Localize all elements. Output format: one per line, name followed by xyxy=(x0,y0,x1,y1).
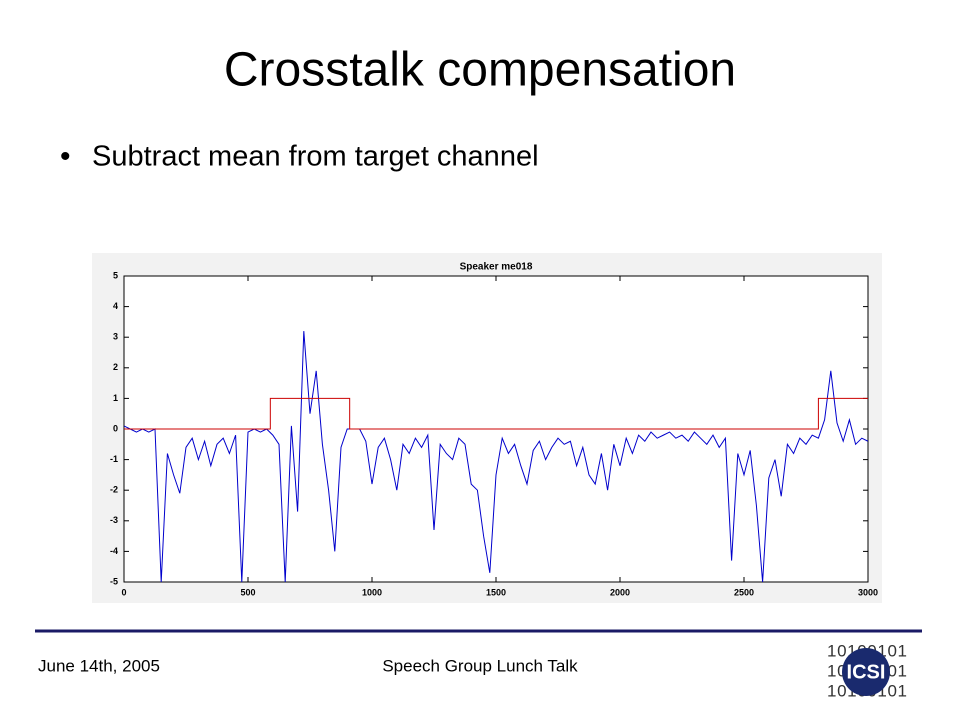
plot: 0 500 1000 1500 2000 2500 3000 -5 -4 -3 -2 -1 0 1 2 3 4 5 xyxy=(110,270,878,597)
y-tick-label: 3 xyxy=(113,332,118,342)
y-tick-label: -1 xyxy=(110,454,118,464)
y-tick-label: -3 xyxy=(110,515,118,525)
footer-date: June 14th, 2005 xyxy=(38,656,160,675)
logo-text: ICSI xyxy=(847,661,886,683)
y-tick-label: -5 xyxy=(110,576,118,586)
x-tick-label: 1500 xyxy=(486,587,506,597)
chart-title: Speaker me018 xyxy=(460,262,533,273)
x-tick-label: 1000 xyxy=(362,587,382,597)
logo: 10100101 10100101 10100101 ICSI xyxy=(827,641,907,700)
x-tick-label: 0 xyxy=(121,587,126,597)
y-tick-label: 2 xyxy=(113,362,118,372)
x-tick-label: 500 xyxy=(240,587,255,597)
y-tick-label: 1 xyxy=(113,393,118,403)
y-tick-label: 0 xyxy=(113,423,118,433)
logo-circle xyxy=(842,648,890,696)
x-tick-label: 3000 xyxy=(858,587,878,597)
series-line xyxy=(124,397,868,430)
y-tick-label: 4 xyxy=(113,301,118,311)
x-tick-label: 2500 xyxy=(734,587,754,597)
y-tick-label: -2 xyxy=(110,485,118,495)
bullet: Subtract mean from target channel xyxy=(92,141,539,173)
y-tick-label: -4 xyxy=(110,546,118,556)
bullet-marker: • xyxy=(60,140,71,173)
x-tick-label: 2000 xyxy=(610,587,630,597)
footer-event: Speech Group Lunch Talk xyxy=(382,656,578,675)
series-line xyxy=(124,331,868,582)
slide-title: Crosstalk compensation xyxy=(224,44,736,97)
y-tick-label: 5 xyxy=(113,270,118,280)
